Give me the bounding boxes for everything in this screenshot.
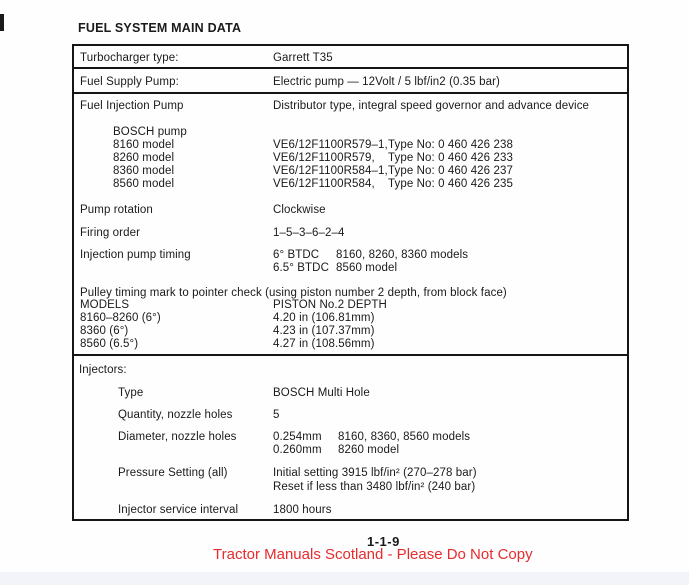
model-row-name: 8260 model (113, 152, 175, 164)
model-row-typeno: Type No: 0 460 426 238 (388, 139, 513, 151)
injectors-header: Injectors: (79, 364, 127, 376)
pressure-setting-line1: Initial setting 3915 lbf/in² (270–278 ba… (273, 467, 477, 479)
diameter-value: 0.254mm (273, 431, 322, 443)
service-interval-label: Injector service interval (118, 504, 239, 516)
injection-pump-label: Fuel Injection Pump (80, 100, 184, 112)
pulley-row-depth: 4.27 in (108.56mm) (273, 338, 375, 350)
row-divider-1 (72, 67, 629, 69)
pulley-col-depth: PISTON No.2 DEPTH (273, 299, 387, 311)
fuel-supply-label: Fuel Supply Pump: (80, 76, 179, 88)
model-row-name: 8560 model (113, 178, 175, 190)
model-row-typeno: Type No: 0 460 426 237 (388, 165, 513, 177)
pulley-row-model: 8360 (6°) (80, 325, 129, 337)
watermark-text: Tractor Manuals Scotland - Please Do Not… (213, 546, 533, 563)
injector-diameter-label: Diameter, nozzle holes (118, 431, 237, 443)
pulley-row-depth: 4.20 in (106.81mm) (273, 312, 375, 324)
row-divider-2 (72, 92, 629, 94)
model-row-name: 8360 model (113, 165, 175, 177)
data-table-border (72, 44, 629, 521)
model-row-typeno: Type No: 0 460 426 233 (388, 152, 513, 164)
timing-note: 8560 model (336, 262, 398, 274)
page-number: 1-1-9 (367, 534, 400, 549)
firing-order-value: 1–5–3–6–2–4 (273, 227, 345, 239)
pump-rotation-value: Clockwise (273, 204, 326, 216)
fuel-supply-value: Electric pump — 12Volt / 5 lbf/in2 (0.35… (273, 76, 500, 88)
pulley-row-model: 8160–8260 (6°) (80, 312, 161, 324)
pressure-setting-line2: Reset if less than 3480 lbf/in² (240 bar… (273, 481, 476, 493)
firing-order-label: Firing order (80, 227, 140, 239)
timing-value: 6.5° BTDC (273, 262, 329, 274)
pump-rotation-label: Pump rotation (80, 204, 153, 216)
page-title: FUEL SYSTEM MAIN DATA (78, 21, 242, 35)
pulley-col-models: MODELS (80, 299, 130, 311)
model-row-typeno: Type No: 0 460 426 235 (388, 178, 513, 190)
bosch-pump-header: BOSCH pump (113, 126, 187, 138)
injector-quantity-value: 5 (273, 409, 280, 421)
injector-type-value: BOSCH Multi Hole (273, 387, 370, 399)
model-row-code: VE6/12F1100R579–1, (273, 139, 388, 151)
turbocharger-value: Garrett T35 (273, 52, 333, 64)
model-row-code: VE6/12F1100R584–1, (273, 165, 388, 177)
row-divider-3 (72, 354, 629, 356)
timing-label: Injection pump timing (80, 249, 191, 261)
model-row-name: 8160 model (113, 139, 175, 151)
model-row-code: VE6/12F1100R584, (273, 178, 375, 190)
pulley-row-depth: 4.23 in (107.37mm) (273, 325, 375, 337)
scan-artifact-mark (0, 14, 4, 31)
injector-quantity-label: Quantity, nozzle holes (118, 409, 233, 421)
service-interval-value: 1800 hours (273, 504, 332, 516)
turbocharger-label: Turbocharger type: (80, 52, 179, 64)
timing-value: 6° BTDC (273, 249, 320, 261)
injector-type-label: Type (118, 387, 144, 399)
diameter-note: 8160, 8360, 8560 models (338, 431, 471, 443)
injection-pump-value: Distributor type, integral speed governo… (273, 100, 590, 112)
diameter-value: 0.260mm (273, 444, 322, 456)
pressure-setting-label: Pressure Setting (all) (118, 467, 228, 479)
timing-note: 8160, 8260, 8360 models (336, 249, 469, 261)
model-row-code: VE6/12F1100R579, (273, 152, 375, 164)
pulley-row-model: 8560 (6.5°) (80, 338, 139, 350)
diameter-note: 8260 model (338, 444, 400, 456)
pulley-check-header: Pulley timing mark to pointer check (usi… (80, 287, 507, 299)
bottom-strip (0, 572, 689, 585)
